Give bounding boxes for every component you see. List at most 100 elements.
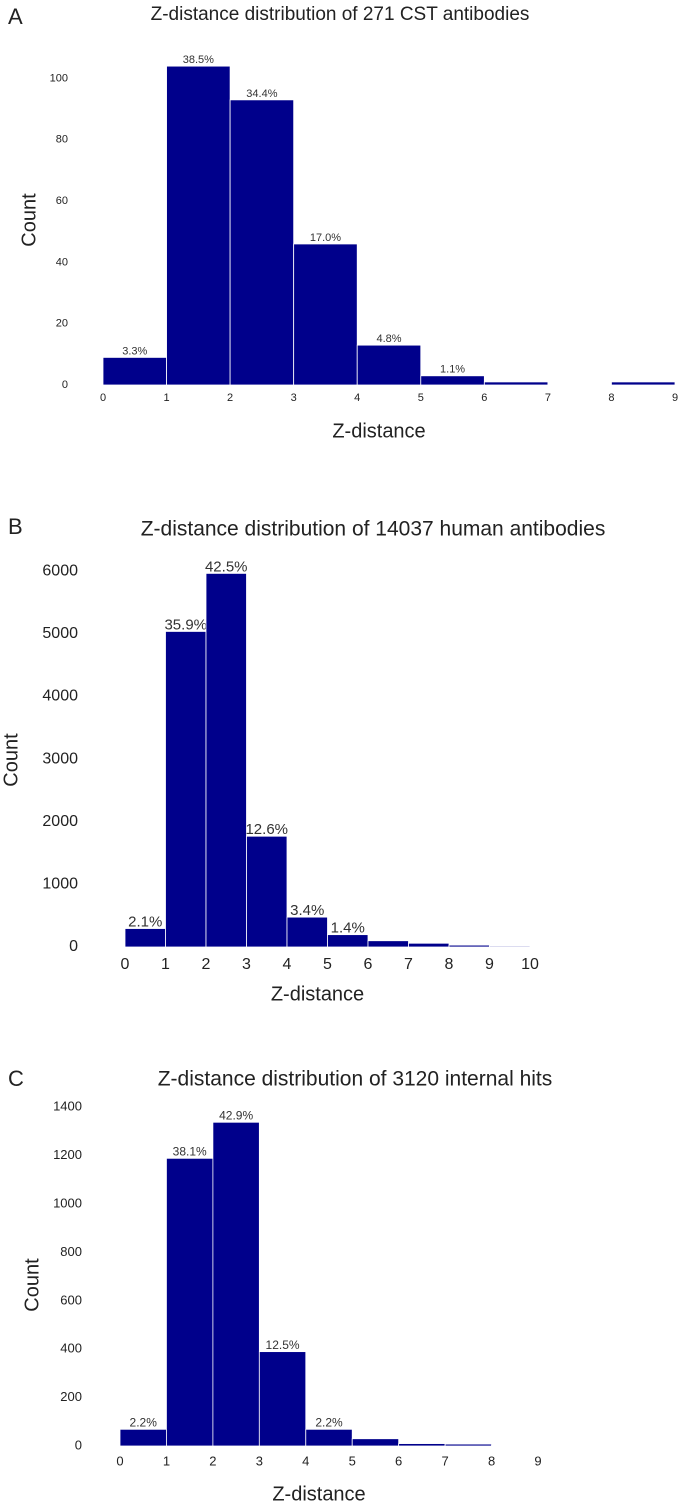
bar-label: 42.5% [205, 558, 248, 575]
bar [408, 942, 450, 948]
y-tick-label: 200 [60, 1389, 82, 1404]
panel-label: C [8, 1066, 24, 1091]
y-tick-label: 800 [60, 1244, 82, 1259]
y-tick-label: 60 [56, 195, 68, 207]
bar [351, 1438, 400, 1447]
x-tick-label: 3 [291, 392, 297, 404]
chart-title: Z-distance distribution of 271 CST antib… [151, 4, 530, 25]
bar [166, 1157, 214, 1447]
y-axis-label: Count [18, 193, 40, 247]
bar-label: 3.3% [122, 345, 147, 357]
bar-label: 35.9% [164, 616, 207, 633]
bar [293, 243, 358, 386]
bar [305, 1428, 353, 1447]
y-axis-label: Count [21, 1258, 43, 1312]
x-axis-label: Z-distance [272, 1483, 365, 1504]
bar [286, 916, 328, 948]
bar [166, 65, 231, 386]
y-tick-label: 2000 [42, 813, 78, 830]
y-axis-label: Count [0, 733, 22, 787]
bar [398, 1443, 446, 1447]
x-tick-label: 5 [323, 956, 332, 973]
y-tick-label: 3000 [42, 750, 78, 767]
chart-title: Z-distance distribution of 3120 internal… [158, 1068, 553, 1091]
y-tick-label: 20 [56, 318, 68, 330]
x-tick-label: 1 [163, 1453, 170, 1468]
x-axis-label: Z-distance [271, 983, 364, 1005]
bar-label: 38.1% [173, 1144, 207, 1158]
bar-label: 2.2% [315, 1415, 343, 1429]
x-tick-label: 4 [283, 956, 292, 973]
bar-label: 2.1% [128, 913, 162, 930]
x-tick-label: 5 [349, 1453, 356, 1468]
y-tick-label: 1400 [53, 1099, 82, 1114]
y-tick-label: 1200 [53, 1147, 82, 1162]
bar-label: 12.5% [266, 1338, 300, 1352]
x-tick-label: 0 [121, 956, 130, 973]
x-tick-label: 6 [481, 392, 487, 404]
x-tick-label: 1 [163, 392, 169, 404]
x-tick-label: 3 [256, 1453, 263, 1468]
x-tick-label: 7 [404, 956, 413, 973]
bar [448, 944, 490, 948]
bar [611, 381, 676, 386]
x-tick-label: 8 [445, 956, 454, 973]
bar [229, 99, 295, 386]
bar-label: 4.8% [376, 333, 401, 345]
x-axis-label: Z-distance [332, 420, 425, 442]
bar-label: 1.4% [331, 920, 365, 937]
bar [119, 1428, 167, 1447]
bar [483, 381, 549, 386]
bar [489, 945, 531, 948]
x-tick-label: 2 [209, 1453, 216, 1468]
bar [205, 572, 247, 948]
bar-label: 3.4% [290, 902, 324, 919]
bar-label: 12.6% [245, 821, 288, 838]
x-tick-label: 10 [521, 956, 539, 973]
x-tick-label: 9 [485, 956, 494, 973]
x-tick-label: 9 [534, 1453, 541, 1468]
bar [420, 375, 485, 386]
bar [356, 344, 422, 386]
bar-label: 1.1% [440, 364, 465, 376]
bar [444, 1443, 492, 1447]
x-tick-label: 2 [227, 392, 233, 404]
bar [258, 1351, 307, 1447]
bar-label: 17.0% [310, 232, 341, 244]
bar [102, 357, 167, 386]
bar-label: 2.2% [130, 1415, 158, 1429]
x-tick-label: 8 [488, 1453, 495, 1468]
bar [165, 631, 207, 948]
y-tick-label: 4000 [42, 688, 78, 705]
x-tick-label: 6 [364, 956, 373, 973]
panel-label: A [8, 4, 23, 29]
bar [367, 940, 409, 948]
x-tick-label: 5 [418, 392, 424, 404]
bar [246, 835, 288, 948]
x-tick-label: 0 [100, 392, 106, 404]
x-tick-label: 2 [202, 956, 211, 973]
y-tick-label: 600 [60, 1292, 82, 1307]
bar [212, 1121, 260, 1447]
chart-title: Z-distance distribution of 14037 human a… [141, 518, 606, 541]
x-tick-label: 0 [116, 1453, 123, 1468]
y-tick-label: 0 [75, 1437, 82, 1452]
panel-label: B [8, 514, 23, 539]
y-tick-label: 80 [56, 134, 68, 146]
x-tick-label: 6 [395, 1453, 402, 1468]
bar-label: 38.5% [183, 54, 214, 66]
y-tick-label: 1000 [42, 876, 78, 893]
x-tick-label: 8 [608, 392, 614, 404]
x-tick-label: 1 [161, 956, 170, 973]
x-tick-label: 3 [242, 956, 251, 973]
y-tick-label: 6000 [42, 562, 78, 579]
y-tick-label: 1000 [53, 1195, 82, 1210]
y-tick-label: 400 [60, 1341, 82, 1356]
x-tick-label: 9 [672, 392, 678, 404]
x-tick-label: 7 [545, 392, 551, 404]
y-tick-label: 40 [56, 256, 68, 268]
y-tick-label: 100 [50, 72, 68, 84]
x-tick-label: 7 [441, 1453, 448, 1468]
x-tick-label: 4 [354, 392, 360, 404]
